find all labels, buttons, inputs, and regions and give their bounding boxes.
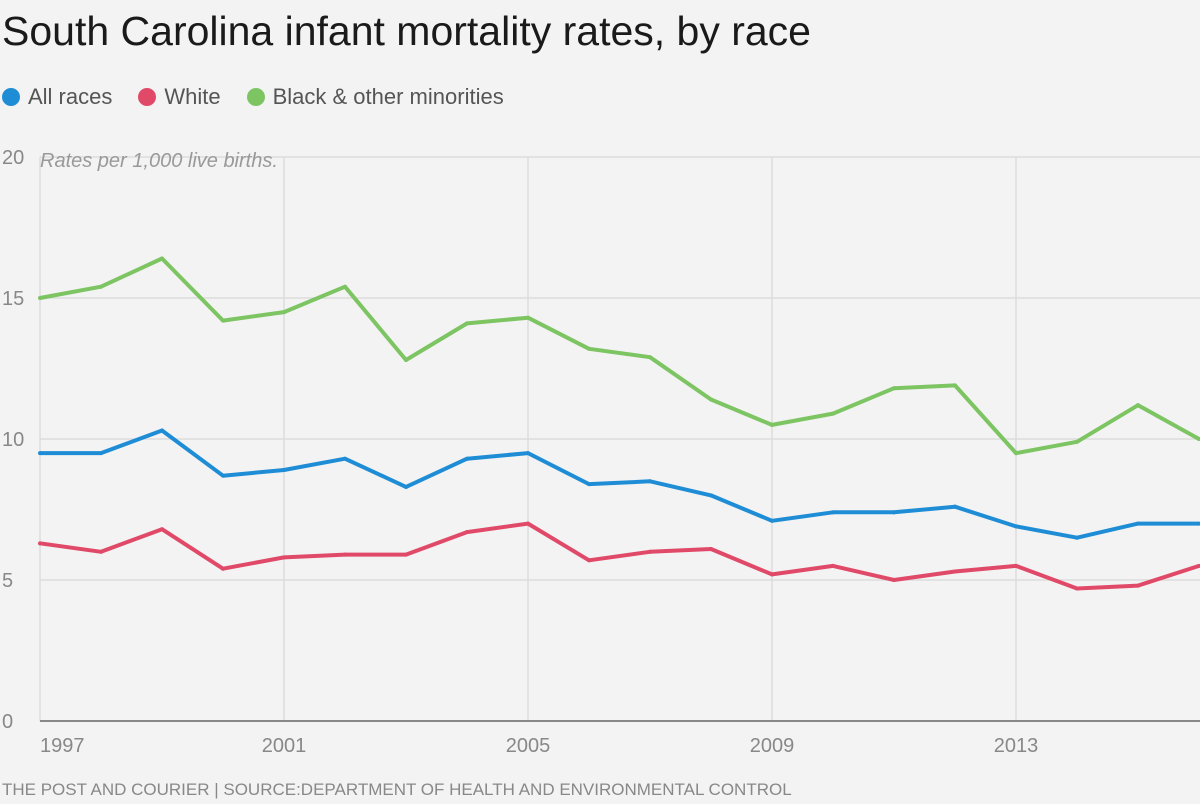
data-point	[465, 456, 469, 461]
series-line-1	[39, 521, 1200, 591]
data-point	[709, 546, 713, 551]
data-point	[99, 549, 103, 554]
x-tick-label: 1997	[40, 735, 85, 757]
data-point	[648, 549, 652, 554]
data-point	[526, 451, 530, 456]
data-point	[648, 355, 652, 360]
data-point	[1136, 403, 1140, 408]
data-point	[99, 451, 103, 456]
data-point	[404, 358, 408, 363]
data-point	[709, 397, 713, 402]
data-point	[221, 318, 225, 323]
chart-title: South Carolina infant mortality rates, b…	[2, 8, 811, 54]
data-point	[465, 321, 469, 326]
legend-swatch	[246, 88, 265, 106]
data-point	[38, 451, 42, 456]
legend-swatch	[2, 88, 20, 106]
data-point	[282, 555, 286, 560]
data-point	[38, 296, 42, 300]
data-point	[38, 541, 42, 546]
legend-label: Black & other minorities	[272, 84, 504, 109]
legend-item-all-races: All races	[2, 84, 112, 110]
data-point	[770, 518, 774, 523]
data-point	[465, 530, 469, 535]
data-point	[1075, 439, 1079, 444]
series-line-0	[40, 428, 1199, 540]
legend-swatch	[138, 88, 157, 106]
data-point	[892, 510, 896, 515]
data-point	[1075, 535, 1079, 540]
data-point	[99, 284, 103, 289]
data-point	[282, 310, 286, 315]
data-point	[770, 422, 774, 427]
data-point	[648, 479, 652, 484]
x-tick-label: 2009	[750, 735, 795, 757]
data-point	[221, 566, 225, 571]
data-point	[343, 456, 347, 461]
x-tick-label: 2005	[506, 735, 551, 757]
legend: All races White Black & other minorities	[2, 84, 504, 110]
data-point	[343, 284, 347, 289]
data-point	[892, 386, 896, 391]
data-point	[587, 346, 591, 351]
data-point	[953, 383, 957, 388]
data-point	[1014, 451, 1018, 456]
data-point	[160, 256, 164, 261]
data-point	[1014, 563, 1018, 568]
legend-item-white: White	[138, 84, 221, 110]
data-point	[770, 572, 774, 577]
data-point	[160, 428, 164, 433]
y-tick-label: 10	[2, 429, 24, 451]
line-chart: 0 5 10 15 20 1997 2001 2005 2009 2013 Rates per 1,…	[2, 147, 1200, 757]
data-point	[282, 468, 286, 473]
data-point	[831, 411, 835, 416]
y-tick-label: 20	[2, 147, 24, 169]
data-point	[404, 484, 408, 489]
legend-item-black: Black & other minorities	[246, 84, 504, 110]
x-tick-label: 2013	[994, 735, 1039, 757]
data-point	[1075, 586, 1079, 591]
data-point	[892, 578, 896, 582]
data-point	[1197, 563, 1200, 568]
footer-credit: THE POST AND COURIER | SOURCE:DEPARTMENT…	[2, 780, 792, 799]
data-point	[587, 558, 591, 563]
data-point	[953, 569, 957, 574]
data-point	[160, 527, 164, 532]
y-tick-label: 0	[2, 711, 13, 733]
data-point	[1197, 437, 1200, 441]
data-point	[1014, 524, 1018, 529]
data-point	[1136, 583, 1140, 588]
data-point	[831, 563, 835, 568]
x-tick-label: 2001	[262, 735, 307, 757]
data-point	[831, 510, 835, 515]
data-point	[1197, 521, 1200, 526]
series-line-2	[39, 256, 1200, 456]
data-point	[221, 473, 225, 478]
data-point	[587, 482, 591, 487]
data-point	[953, 504, 957, 509]
data-point	[1136, 521, 1140, 526]
data-point	[404, 552, 408, 557]
chart-annotation: Rates per 1,000 live births.	[40, 150, 278, 172]
y-tick-label: 15	[2, 288, 24, 310]
data-point	[526, 521, 530, 526]
legend-label: White	[164, 84, 221, 109]
data-point	[709, 493, 713, 498]
y-tick-label: 5	[2, 570, 13, 592]
legend-label: All races	[28, 84, 113, 109]
data-point	[343, 552, 347, 557]
data-point	[526, 315, 530, 320]
